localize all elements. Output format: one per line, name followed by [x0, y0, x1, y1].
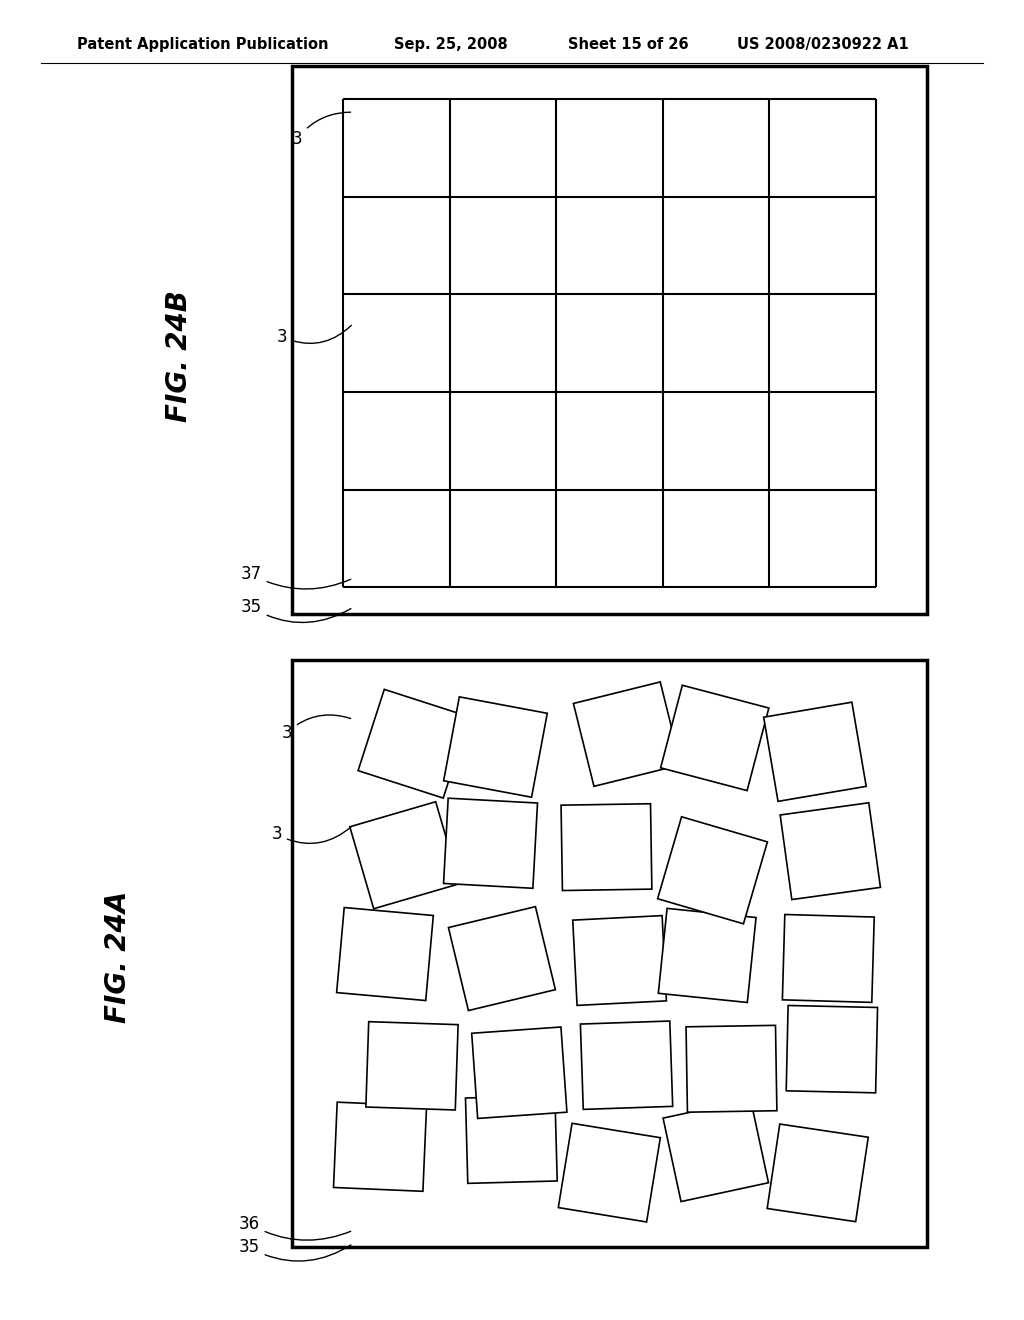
Text: 35: 35 [241, 598, 351, 623]
Text: US 2008/0230922 A1: US 2008/0230922 A1 [737, 37, 909, 53]
Text: Patent Application Publication: Patent Application Publication [77, 37, 329, 53]
Polygon shape [466, 1096, 557, 1183]
Polygon shape [350, 801, 460, 908]
Polygon shape [660, 685, 769, 791]
Polygon shape [664, 1100, 768, 1201]
Bar [292, 66, 927, 614]
Polygon shape [558, 1123, 660, 1222]
Polygon shape [782, 915, 874, 1002]
Polygon shape [449, 907, 555, 1011]
Polygon shape [786, 1006, 878, 1093]
Text: Sep. 25, 2008: Sep. 25, 2008 [394, 37, 508, 53]
Text: 3: 3 [282, 715, 350, 742]
Polygon shape [767, 1125, 868, 1222]
Text: Sheet 15 of 26: Sheet 15 of 26 [568, 37, 689, 53]
Polygon shape [581, 1022, 673, 1109]
Polygon shape [573, 682, 681, 787]
Polygon shape [764, 702, 866, 801]
Polygon shape [334, 1102, 427, 1192]
Text: 37: 37 [241, 565, 351, 589]
Text: FIG. 24A: FIG. 24A [103, 891, 132, 1023]
Polygon shape [658, 908, 756, 1002]
Polygon shape [561, 804, 652, 891]
Polygon shape [572, 916, 667, 1006]
Text: 3: 3 [271, 825, 351, 843]
Polygon shape [657, 817, 767, 924]
Text: 3: 3 [292, 112, 350, 148]
Polygon shape [337, 908, 433, 1001]
Polygon shape [472, 1027, 567, 1118]
Bar [292, 660, 927, 1247]
Polygon shape [780, 803, 881, 899]
Text: 3: 3 [276, 325, 351, 346]
Polygon shape [686, 1026, 777, 1113]
Text: 36: 36 [239, 1214, 350, 1241]
Polygon shape [443, 697, 547, 797]
Text: 35: 35 [239, 1238, 351, 1261]
Text: FIG. 24B: FIG. 24B [165, 290, 194, 422]
Polygon shape [358, 689, 469, 799]
Polygon shape [443, 799, 538, 888]
Polygon shape [366, 1022, 458, 1110]
